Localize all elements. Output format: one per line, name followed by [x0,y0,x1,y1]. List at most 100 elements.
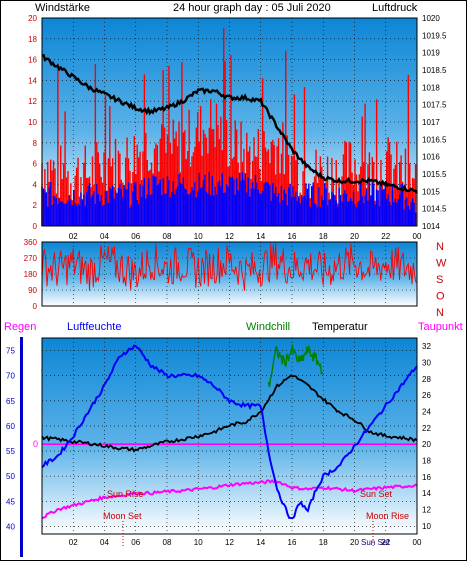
compass-label: W [436,258,447,270]
x-tick-label: 12 [225,232,234,241]
x-tick-label: 22 [381,232,390,241]
compass-label: N [436,241,444,253]
y-left-tick-label: 8 [33,139,38,148]
panel-wind-pressure-border [41,17,418,227]
legend-windchill: Windchill [246,321,290,333]
humidity-tick-label: 65 [6,397,15,406]
temperature-tick-label: 24 [422,408,431,417]
humidity-tick-label: 60 [6,422,15,431]
y-left-tick-label: 14 [28,76,37,85]
y-left-tick-label: 16 [28,56,37,65]
compass-label: S [436,274,443,286]
legend-regen: Regen [4,321,36,333]
temperature-tick-label: 28 [422,375,431,384]
x-tick-label: 02 [69,232,78,241]
compass-label: N [436,307,444,319]
panel-temp-humidity: 40 45 50 55 60 65 70 75 10 12 14 16 18 20 22 24 26 28 30 32… [6,337,431,557]
y-left-tick-label: 20 [28,14,37,23]
y-right-tick-label: 1018 [422,83,440,92]
pressure-line [41,53,418,194]
temperature-tick-label: 14 [422,489,431,498]
humidity-line [41,344,418,520]
humidity-tick-label: 75 [6,347,15,356]
direction-tick-label: 270 [24,254,38,263]
temperature-tick-label: 22 [422,424,431,433]
x-tick-label: 06 [131,232,140,241]
y-left-tick-label: 4 [33,180,38,189]
y-right-tick-label: 1015 [422,187,440,196]
panel-wind-direction-border [41,241,418,307]
y-right-tick-label: 1014.5 [422,205,447,214]
y-left-tick-label: 2 [33,201,38,210]
panel-temp-humidity-grid [42,338,418,534]
y-right-tick-label: 1017 [422,118,440,127]
temperature-tick-label: 10 [422,522,431,531]
y-left-tick-label: 10 [28,118,37,127]
temperature-tick-label: 26 [422,391,431,400]
direction-tick-label: 0 [33,302,38,311]
rain-zero-label: 0 [33,439,38,449]
x-tick-label: 20 [350,232,359,241]
header-left-label: Windstärke [35,2,90,14]
y-right-tick-label: 1016 [422,153,440,162]
x-tick-label: 14 [256,538,265,547]
x-tick-label: 08 [163,232,172,241]
legend-luftfeuchte: Luftfeuchte [67,321,121,333]
y-left-tick-label: 6 [33,160,38,169]
x-tick-label: 16 [288,538,297,547]
header-title: 24 hour graph day : 05 Juli 2020 [173,2,331,14]
x-tick-label: 18 [319,538,328,547]
y-right-tick-label: 1017.5 [422,101,447,110]
annotation-sun-set-axis: Sun Set [361,538,390,547]
y-right-tick-label: 1018.5 [422,66,447,75]
sun-moon-annotations: Sun Rise Moon Set Sun Set Moon Rise Sun … [103,489,409,547]
annotation-sun-set: Sun Set [360,489,393,499]
panel-temp-humidity-border [41,337,418,535]
x-tick-label: 10 [194,232,203,241]
legend-temperatur: Temperatur [312,321,368,333]
rain-axis-bar [20,337,23,557]
temperature-tick-label: 18 [422,457,431,466]
x-tick-label: 08 [163,538,172,547]
x-tick-label: 14 [256,232,265,241]
annotation-sun-rise: Sun Rise [107,489,144,499]
wind-direction-line [41,243,418,291]
x-tick-label: 20 [350,538,359,547]
y-left-tick-label: 0 [33,222,38,231]
header-right-label: Luftdruck [372,2,418,14]
y-right-tick-label: 1014 [422,222,440,231]
x-tick-label: 04 [100,232,109,241]
y-right-tick-label: 1019.5 [422,31,447,40]
annotation-moon-set: Moon Set [103,511,142,521]
humidity-tick-label: 50 [6,472,15,481]
temperature-tick-label: 32 [422,342,431,351]
y-right-tick-label: 1015.5 [422,170,447,179]
direction-tick-label: 180 [24,270,38,279]
humidity-tick-label: 55 [6,447,15,456]
temperature-tick-label: 16 [422,473,431,482]
y-right-tick-label: 1020 [422,14,440,23]
x-tick-label: 22 [381,538,390,547]
panel-temp-humidity-axes: 40 45 50 55 60 65 70 75 10 12 14 16 18 20 22 24 26 28 30 32… [6,342,431,547]
direction-tick-label: 360 [24,238,38,247]
humidity-tick-label: 40 [6,522,15,531]
compass-label: O [436,291,445,303]
panel-wind-pressure-axes: 0246810121416182010141014.510151015.5101… [28,14,447,241]
y-right-tick-label: 1016.5 [422,135,447,144]
y-left-tick-label: 18 [28,35,37,44]
x-tick-label: 02 [69,538,78,547]
temperature-tick-label: 20 [422,440,431,449]
direction-tick-label: 90 [28,286,37,295]
legend-taupunkt: Taupunkt [418,321,463,333]
x-tick-label: 12 [225,538,234,547]
x-tick-label: 00 [413,538,422,547]
dewpoint-line [41,479,418,520]
temperature-tick-label: 30 [422,359,431,368]
x-tick-label: 00 [413,232,422,241]
panel-temp-humidity-series [41,344,418,520]
annotation-moon-rise: Moon Rise [366,511,409,521]
x-tick-label: 18 [319,232,328,241]
x-tick-label: 06 [131,538,140,547]
